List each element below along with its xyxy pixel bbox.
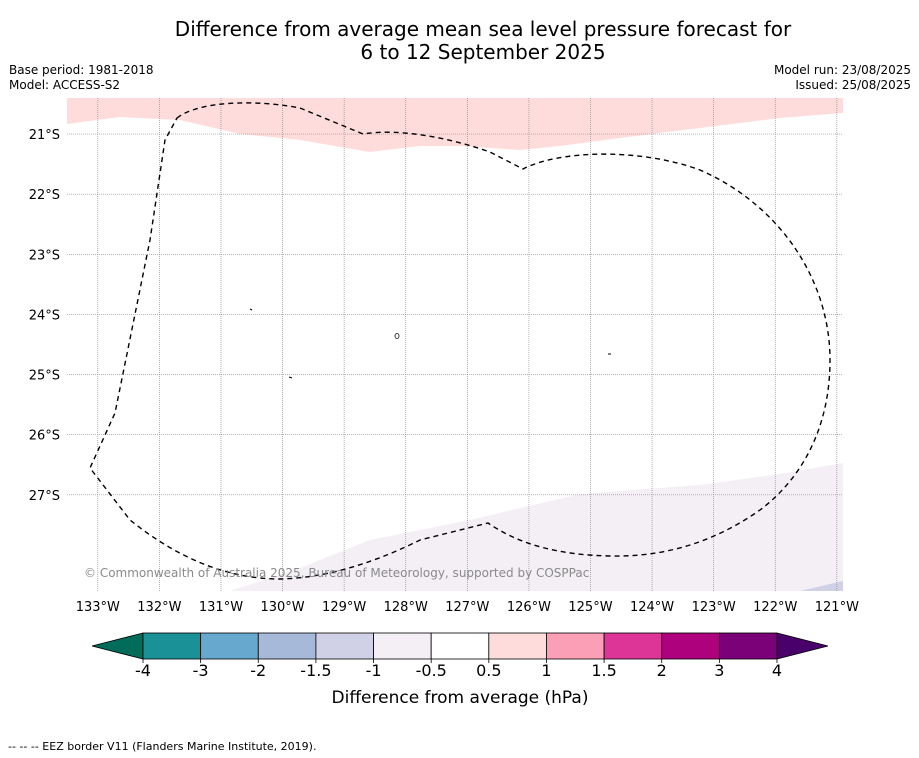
anomaly-region-negative-2 xyxy=(800,581,843,591)
lat-tick-label: 24°S xyxy=(29,308,60,323)
latitude-labels: 21°S 22°S 23°S 24°S 25°S 26°S 27°S xyxy=(29,128,60,504)
lon-tick-label: 121°W xyxy=(815,600,859,615)
colorbar-segment xyxy=(315,632,374,660)
map-area xyxy=(67,98,843,591)
colorbar-segment xyxy=(546,632,605,660)
lat-tick-label: 23°S xyxy=(29,248,60,263)
eez-border xyxy=(89,102,831,580)
island-1 xyxy=(249,308,253,311)
title-line-2: 6 to 12 September 2025 xyxy=(360,40,606,64)
colorbar-segment xyxy=(257,632,317,660)
colorbar-tick-label: 0.5 xyxy=(476,661,501,680)
lon-tick-label: 130°W xyxy=(260,600,304,615)
model-run-label: Model run: 23/08/2025 xyxy=(773,63,911,77)
title-line-1: Difference from average mean sea level p… xyxy=(174,17,792,41)
colorbar-tick-label: 4 xyxy=(772,661,782,680)
map-title: Difference from average mean sea level p… xyxy=(0,18,919,64)
lon-tick-label: 132°W xyxy=(137,600,181,615)
colorbar-tick-label: -0.5 xyxy=(416,661,447,680)
island-2 xyxy=(394,333,400,339)
colorbar-tick-label: -1 xyxy=(366,661,382,680)
colorbar-tick-label: -2 xyxy=(250,661,266,680)
colorbar-tick-label: -4 xyxy=(135,661,151,680)
lon-tick-label: 125°W xyxy=(568,600,612,615)
model-label: Model: ACCESS-S2 xyxy=(9,78,121,92)
meta-right: Model run: 23/08/2025 Issued: 25/08/2025 xyxy=(774,63,911,93)
colorbar-segment xyxy=(661,632,720,660)
colorbar-segment xyxy=(488,632,547,660)
lon-tick-label: 128°W xyxy=(384,600,428,615)
colorbar-over-arrow xyxy=(776,632,829,660)
anomaly-region-positive xyxy=(67,98,843,152)
copyright-text: © Commonwealth of Australia 2025, Bureau… xyxy=(84,566,589,580)
gridlines xyxy=(67,98,843,591)
colorbar-segment xyxy=(430,632,490,660)
colorbar-tick-label: 2 xyxy=(657,661,667,680)
colorbar-segment xyxy=(603,632,663,660)
colorbar-segment xyxy=(200,632,259,660)
lat-tick-label: 21°S xyxy=(29,128,60,143)
lon-tick-label: 133°W xyxy=(76,600,120,615)
colorbar-tick-label: 3 xyxy=(714,661,724,680)
issued-label: Issued: 25/08/2025 xyxy=(795,78,911,92)
colorbar-segment xyxy=(142,632,202,660)
lat-tick-label: 25°S xyxy=(29,369,60,384)
lat-tick-label: 27°S xyxy=(29,489,60,504)
colorbar-tick-label: -1.5 xyxy=(300,661,331,680)
lon-tick-label: 126°W xyxy=(507,600,551,615)
meta-left: Base period: 1981-2018 Model: ACCESS-S2 xyxy=(9,63,154,93)
colorbar-tick-label: 1.5 xyxy=(591,661,616,680)
lon-tick-label: 127°W xyxy=(445,600,489,615)
colorbar-tick-label: 1 xyxy=(541,661,551,680)
colorbar-segment xyxy=(373,632,432,660)
colorbar-tick-label: -3 xyxy=(193,661,209,680)
lon-tick-label: 122°W xyxy=(753,600,797,615)
lon-tick-label: 123°W xyxy=(692,600,736,615)
lon-tick-label: 129°W xyxy=(322,600,366,615)
colorbar-under-arrow xyxy=(91,632,144,660)
lon-tick-label: 131°W xyxy=(199,600,243,615)
base-period-label: Base period: 1981-2018 xyxy=(9,63,154,77)
colorbar-segment xyxy=(718,632,778,660)
lat-tick-label: 22°S xyxy=(29,188,60,203)
colorbar-label: Difference from average (hPa) xyxy=(332,688,589,708)
lat-tick-label: 26°S xyxy=(29,429,60,444)
footnote: -- -- -- EEZ border V11 (Flanders Marine… xyxy=(8,740,317,753)
island-3 xyxy=(288,376,293,379)
colorbar: -4 -3 -2 -1.5 -1 -0.5 0.5 1 1.5 2 3 4 xyxy=(91,632,829,680)
longitude-labels: 133°W 132°W 131°W 130°W 129°W 128°W 127°W 126°W… xyxy=(76,600,859,615)
lon-tick-label: 124°W xyxy=(630,600,674,615)
